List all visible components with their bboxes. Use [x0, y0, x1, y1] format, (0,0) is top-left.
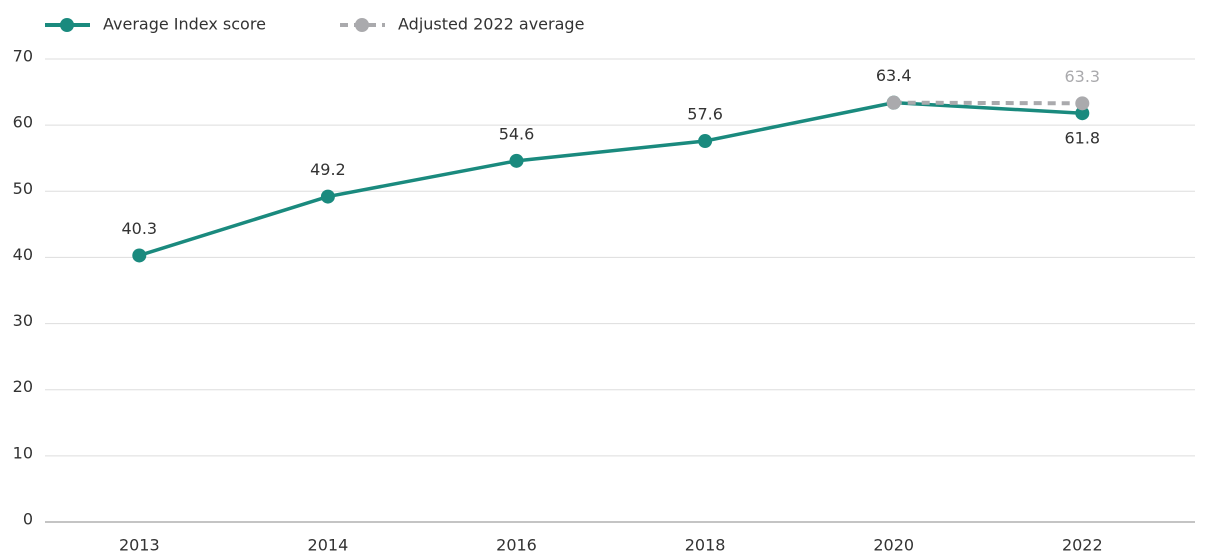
- data-label: 61.8: [1064, 129, 1100, 148]
- data-label: 63.3: [1064, 67, 1100, 86]
- x-tick-label: 2016: [496, 536, 537, 554]
- data-label: 54.6: [499, 124, 535, 143]
- y-tick-label: 10: [13, 443, 33, 462]
- data-point: [509, 153, 524, 168]
- legend-label: Adjusted 2022 average: [398, 15, 584, 34]
- x-tick-label: 2013: [119, 536, 160, 554]
- legend-marker: [60, 18, 74, 32]
- series-line: [893, 100, 1083, 106]
- data-point: [132, 248, 147, 263]
- x-tick-label: 2022: [1062, 536, 1103, 554]
- data-label: 63.4: [876, 66, 912, 85]
- legend-label: Average Index score: [103, 15, 266, 34]
- legend-item: Adjusted 2022 average: [340, 15, 584, 34]
- data-point: [886, 95, 901, 110]
- legend-marker: [355, 18, 369, 32]
- x-tick-label: 2018: [685, 536, 726, 554]
- data-point: [320, 189, 335, 204]
- x-tick-label: 2020: [873, 536, 914, 554]
- legend-item: Average Index score: [45, 15, 266, 34]
- y-tick-label: 50: [13, 179, 33, 198]
- y-tick-label: 0: [23, 510, 33, 529]
- data-label: 40.3: [121, 219, 157, 238]
- y-tick-label: 20: [13, 377, 33, 396]
- data-point: [1075, 106, 1090, 121]
- x-tick-label: 2014: [308, 536, 349, 554]
- y-tick-label: 70: [13, 47, 33, 66]
- y-tick-label: 40: [13, 245, 33, 264]
- data-label: 57.6: [687, 105, 723, 124]
- data-point: [698, 134, 713, 149]
- y-tick-label: 30: [13, 311, 33, 330]
- y-tick-label: 60: [13, 113, 33, 132]
- data-label: 49.2: [310, 160, 346, 179]
- data-point: [1075, 96, 1090, 111]
